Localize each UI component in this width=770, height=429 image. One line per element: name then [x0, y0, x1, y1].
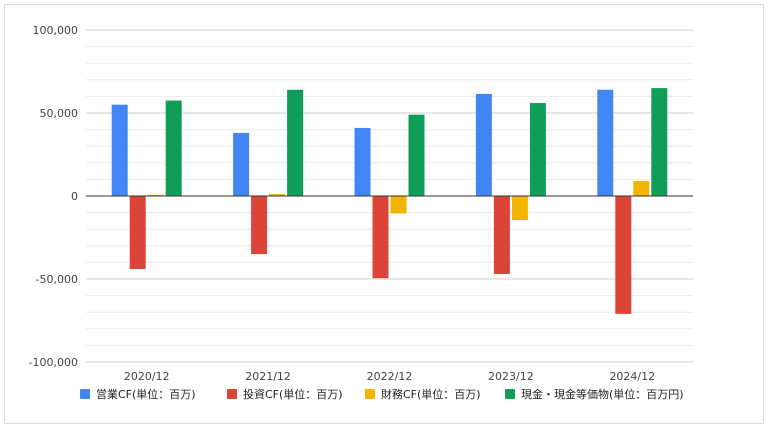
legend-label: 投資CF(単位：百万): [243, 387, 343, 401]
chart-frame: 100,000 50,000 0 -50,000 -100,000 2020/12 2021…: [4, 4, 764, 424]
bar-1-2021-12: [233, 132, 250, 196]
legend-label: 現金・現金等価物(単位：百万円): [521, 387, 684, 401]
y-tick-label: 0: [71, 190, 78, 203]
cashflow-bar-chart: 100,000 50,000 0 -50,000 -100,000 2020/12 2021…: [29, 24, 693, 401]
bar-4-2024-12: [651, 88, 668, 196]
axes: 100,000 50,000 0 -50,000 -100,000 2020/12 2021…: [29, 24, 693, 383]
bar-3-2020-12: [147, 194, 164, 196]
bar-2-2021-12: [251, 196, 268, 255]
x-tick-label: 2022/12: [367, 370, 413, 383]
legend-swatch: [505, 389, 515, 399]
legend-label: 財務CF(単位：百万): [381, 387, 481, 401]
y-tick-label: -50,000: [36, 273, 78, 286]
bars: [111, 88, 668, 314]
bar-1-2020-12: [111, 104, 128, 196]
legend-item: 現金・現金等価物(単位：百万円): [505, 387, 684, 401]
legend-label: 営業CF(単位：百万): [96, 387, 196, 401]
bar-4-2020-12: [165, 100, 182, 196]
bar-2-2023-12: [493, 196, 510, 275]
x-tick-label: 2021/12: [245, 370, 291, 383]
bar-1-2024-12: [597, 89, 614, 196]
y-tick-label: 100,000: [33, 24, 79, 37]
bar-3-2021-12: [269, 194, 286, 196]
legend-item: 営業CF(単位：百万): [80, 387, 196, 401]
bar-2-2022-12: [372, 196, 389, 279]
legend-swatch: [365, 389, 375, 399]
x-tick-label: 2023/12: [488, 370, 534, 383]
bar-1-2023-12: [475, 93, 492, 196]
bar-3-2024-12: [633, 181, 650, 196]
legend-swatch: [80, 389, 90, 399]
bar-1-2022-12: [354, 127, 371, 196]
bar-4-2022-12: [408, 114, 425, 196]
bar-2-2020-12: [129, 196, 146, 270]
x-tick-label: 2020/12: [124, 370, 170, 383]
legend-swatch: [227, 389, 237, 399]
x-tick-label: 2024/12: [609, 370, 655, 383]
bar-4-2023-12: [529, 103, 546, 196]
bar-2-2024-12: [615, 196, 632, 314]
bar-3-2023-12: [511, 196, 528, 221]
legend-item: 財務CF(単位：百万): [365, 387, 481, 401]
bar-3-2022-12: [390, 196, 407, 214]
legend-item: 投資CF(単位：百万): [227, 387, 343, 401]
y-tick-label: 50,000: [40, 107, 79, 120]
legend: 営業CF(単位：百万) 投資CF(単位：百万) 財務CF(単位：百万) 現金・現金等価…: [80, 387, 684, 401]
y-tick-label: -100,000: [29, 356, 78, 369]
bar-4-2021-12: [287, 89, 304, 196]
